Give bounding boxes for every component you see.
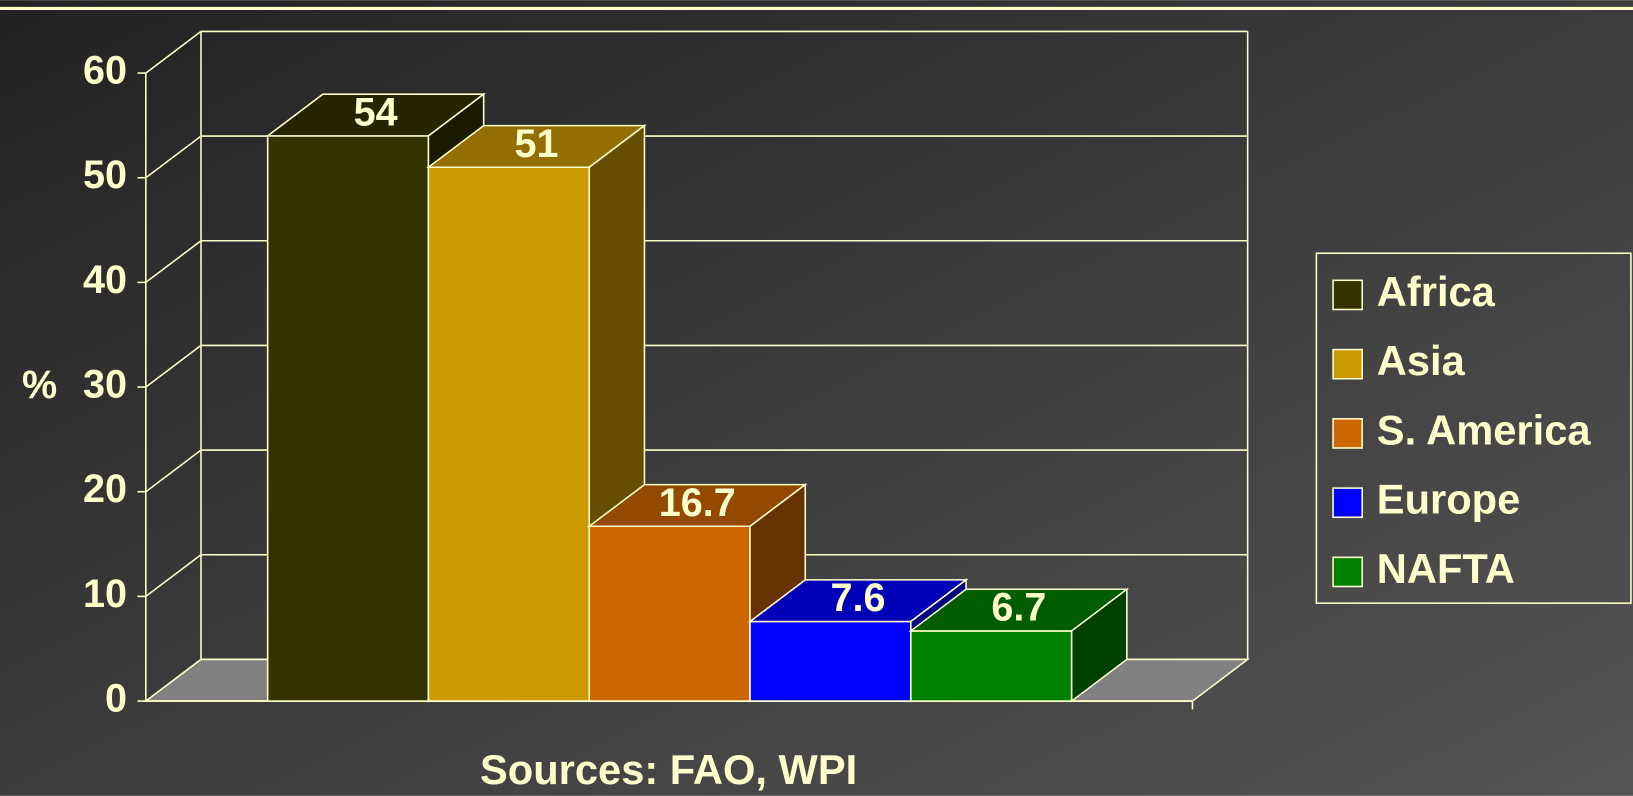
bar-front [910, 630, 1073, 702]
y-tick-label: 0 [105, 677, 127, 721]
bar-front [588, 525, 751, 702]
bar-front [266, 135, 430, 702]
legend-label: NAFTA [1377, 545, 1515, 592]
data-label: 16.7 [659, 481, 736, 525]
y-tick-label: 60 [83, 49, 127, 93]
grid-line [145, 240, 202, 284]
grid-line [145, 554, 202, 598]
bar-front [749, 620, 912, 702]
legend-label: Asia [1377, 337, 1466, 384]
data-label: 54 [354, 90, 398, 134]
legend-label: S. America [1377, 406, 1592, 453]
legend-label: Africa [1377, 268, 1496, 315]
y-tick-label: 40 [83, 258, 127, 302]
legend-swatch [1332, 348, 1364, 380]
data-label: 6.7 [991, 586, 1046, 630]
y-tick-label: 30 [83, 363, 127, 407]
y-axis-label: % [22, 363, 57, 407]
legend-box [1315, 252, 1632, 604]
legend-swatch [1332, 418, 1364, 449]
y-tick-label: 50 [83, 153, 127, 197]
grid-line [145, 30, 202, 74]
data-label: 7.6 [831, 576, 886, 620]
data-label: 51 [514, 122, 558, 166]
grid-line [145, 658, 202, 702]
bar-side [1070, 587, 1128, 703]
legend-swatch [1332, 556, 1364, 588]
grid-line [145, 135, 202, 179]
y-tick-label: 20 [83, 467, 127, 511]
legend-label: Europe [1377, 476, 1520, 523]
bar-front [427, 166, 591, 702]
grid-line [145, 344, 202, 388]
grid-line [145, 449, 202, 493]
y-tick-label: 10 [83, 572, 127, 616]
caption: Sources: FAO, WPI [480, 746, 857, 793]
legend-swatch [1332, 279, 1364, 311]
legend-swatch [1332, 487, 1364, 519]
